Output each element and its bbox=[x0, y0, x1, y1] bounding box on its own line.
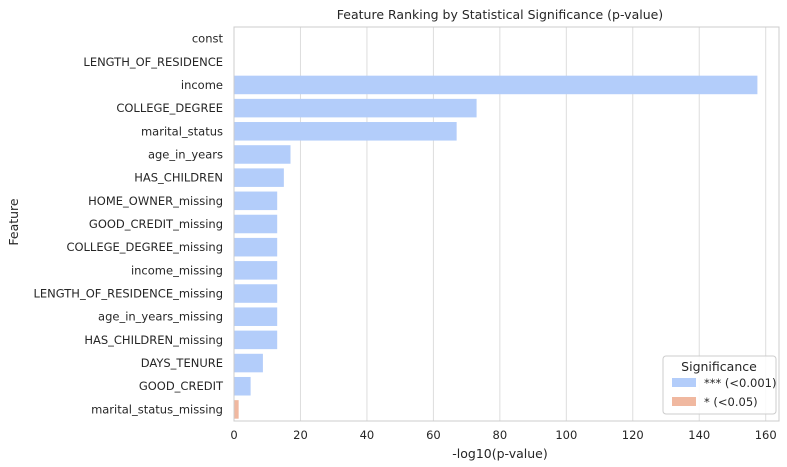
legend-title: Significance bbox=[681, 359, 757, 374]
bar-income-missing bbox=[234, 261, 278, 280]
legend: Significance *** (<0.001) * (<0.05) bbox=[662, 355, 777, 415]
x-tick-label: 120 bbox=[622, 428, 644, 442]
x-tick-labels: 0 20 40 60 80 100 120 140 160 bbox=[230, 428, 776, 442]
bar-marital-status-missing bbox=[234, 400, 239, 419]
y-tick-label: GOOD_CREDIT_missing bbox=[89, 217, 223, 231]
x-tick-label: 160 bbox=[755, 428, 777, 442]
y-tick-label: HOME_OWNER_missing bbox=[88, 194, 223, 208]
y-tick-label: LENGTH_OF_RESIDENCE bbox=[83, 55, 223, 69]
x-tick-label: 80 bbox=[493, 428, 508, 442]
bar-age-in-years bbox=[234, 145, 291, 164]
y-tick-label: LENGTH_OF_RESIDENCE_missing bbox=[34, 287, 224, 301]
y-tick-label: marital_status_missing bbox=[91, 402, 223, 416]
bar-college-degree bbox=[234, 98, 477, 118]
x-tick-label: 20 bbox=[293, 428, 308, 442]
bar-age-in-years-missing bbox=[234, 307, 278, 326]
plot-frame bbox=[233, 26, 780, 422]
y-tick-label: COLLEGE_DEGREE_missing bbox=[66, 240, 223, 254]
legend-entries: *** (<0.001) * (<0.05) bbox=[672, 376, 776, 409]
y-axis-label: Feature bbox=[6, 198, 21, 246]
x-tick-label: 60 bbox=[426, 428, 441, 442]
bar-home-owner-missing bbox=[234, 191, 278, 211]
chart-title: Feature Ranking by Statistical Significa… bbox=[337, 7, 663, 22]
x-tick-label: 140 bbox=[688, 428, 710, 442]
y-tick-label: age_in_years_missing bbox=[98, 310, 223, 324]
legend-swatch bbox=[672, 378, 696, 387]
legend-label: * (<0.05) bbox=[704, 395, 758, 409]
y-tick-label: DAYS_TENURE bbox=[141, 356, 223, 370]
x-axis-label: -log10(p-value) bbox=[452, 446, 547, 461]
x-tick-label: 100 bbox=[555, 428, 577, 442]
plot-border bbox=[233, 26, 780, 422]
y-tick-label: income bbox=[181, 78, 223, 92]
y-tick-label: HAS_CHILDREN bbox=[134, 171, 223, 185]
legend-swatch bbox=[672, 397, 696, 406]
x-tick-label: 0 bbox=[230, 428, 237, 442]
y-tick-label: const bbox=[192, 32, 224, 46]
bar-college-degree-missing bbox=[234, 237, 278, 257]
bars bbox=[234, 75, 758, 419]
bar-has-children-missing bbox=[234, 330, 278, 350]
bar-days-tenure bbox=[234, 353, 263, 373]
y-tick-label: income_missing bbox=[131, 263, 223, 277]
x-tick-label: 40 bbox=[360, 428, 375, 442]
y-tick-label: HAS_CHILDREN_missing bbox=[84, 333, 223, 347]
bar-income bbox=[234, 75, 758, 95]
y-tick-label: marital_status bbox=[141, 124, 223, 138]
bar-length-of-residence-missing bbox=[234, 284, 278, 303]
legend-label: *** (<0.001) bbox=[704, 376, 776, 390]
bar-marital-status bbox=[234, 122, 457, 141]
bar-good-credit bbox=[234, 376, 251, 396]
y-tick-label: age_in_years bbox=[148, 147, 223, 161]
bar-good-credit-missing bbox=[234, 214, 278, 234]
bar-has-children bbox=[234, 168, 284, 187]
y-tick-label: GOOD_CREDIT bbox=[139, 379, 224, 393]
y-tick-label: COLLEGE_DEGREE bbox=[116, 101, 223, 115]
